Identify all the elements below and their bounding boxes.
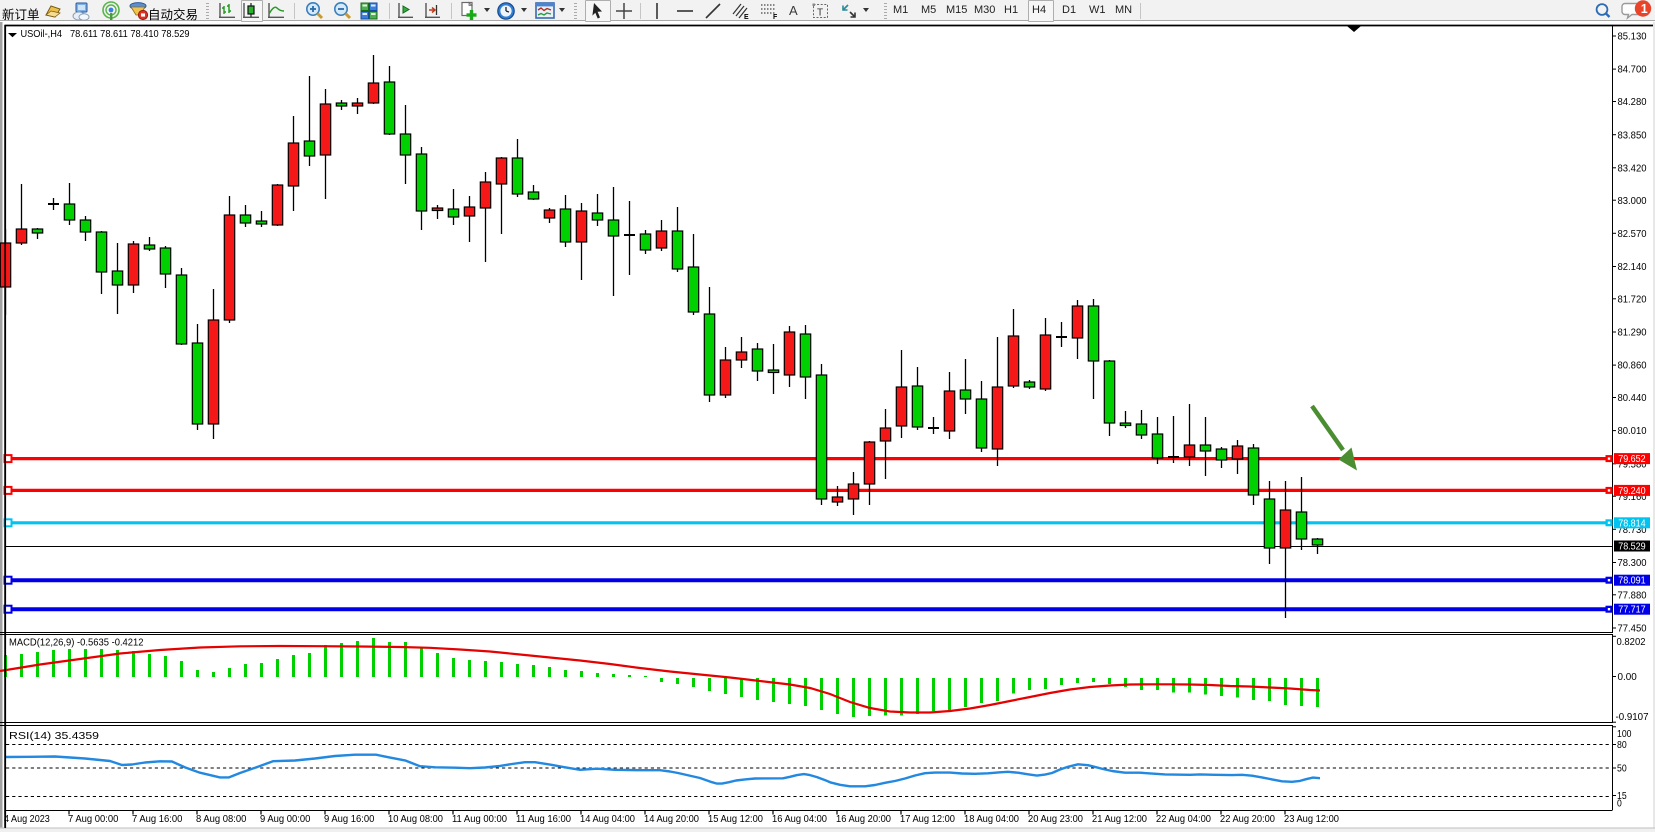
svg-text:F: F: [773, 14, 778, 20]
svg-text:80.440: 80.440: [1618, 392, 1647, 404]
svg-text:84.280: 84.280: [1618, 96, 1647, 108]
svg-text:77.717: 77.717: [1618, 605, 1646, 616]
svg-text:78.529: 78.529: [1618, 542, 1646, 553]
svg-text:9 Aug 16:00: 9 Aug 16:00: [324, 813, 375, 825]
svg-text:0.8202: 0.8202: [1617, 636, 1646, 648]
svg-text:81.720: 81.720: [1618, 293, 1647, 305]
svg-text:80.010: 80.010: [1618, 425, 1647, 437]
svg-text:78.091: 78.091: [1618, 576, 1646, 587]
svg-text:20 Aug 23:00: 20 Aug 23:00: [1028, 813, 1083, 825]
svg-text:16 Aug 20:00: 16 Aug 20:00: [836, 813, 891, 825]
svg-text:15: 15: [1617, 790, 1627, 802]
svg-text:14 Aug 20:00: 14 Aug 20:00: [644, 813, 699, 825]
svg-text:22 Aug 20:00: 22 Aug 20:00: [1220, 813, 1275, 825]
svg-text:RSI(14) 35.4359: RSI(14) 35.4359: [9, 730, 99, 742]
svg-text:-0.9107: -0.9107: [1616, 711, 1649, 723]
svg-text:T: T: [817, 8, 823, 19]
svg-text:82.570: 82.570: [1618, 228, 1647, 240]
svg-text:100: 100: [1617, 728, 1632, 740]
svg-text:E: E: [744, 14, 749, 20]
svg-text:11 Aug 16:00: 11 Aug 16:00: [516, 813, 571, 825]
svg-text:80: 80: [1617, 739, 1627, 751]
svg-text:9 Aug 00:00: 9 Aug 00:00: [260, 813, 311, 825]
svg-text:18 Aug 04:00: 18 Aug 04:00: [964, 813, 1019, 825]
svg-text:81.290: 81.290: [1618, 327, 1647, 339]
svg-text:77.880: 77.880: [1618, 589, 1647, 601]
svg-text:85.130: 85.130: [1618, 31, 1647, 43]
svg-text:15 Aug 12:00: 15 Aug 12:00: [708, 813, 763, 825]
svg-text:84.700: 84.700: [1618, 64, 1647, 76]
svg-text:14 Aug 04:00: 14 Aug 04:00: [580, 813, 635, 825]
svg-text:1: 1: [1641, 2, 1648, 16]
svg-text:11 Aug 00:00: 11 Aug 00:00: [452, 813, 507, 825]
svg-text:MACD(12,26,9) -0.5635 -0.4212: MACD(12,26,9) -0.5635 -0.4212: [9, 637, 144, 649]
svg-text:50: 50: [1617, 763, 1627, 775]
svg-text:83.850: 83.850: [1618, 129, 1647, 141]
svg-text:77.450: 77.450: [1618, 623, 1647, 635]
svg-text:22 Aug 04:00: 22 Aug 04:00: [1156, 813, 1211, 825]
svg-text:0.00: 0.00: [1618, 671, 1637, 683]
svg-text:4 Aug 2023: 4 Aug 2023: [4, 813, 50, 825]
svg-text:78.814: 78.814: [1618, 518, 1646, 529]
svg-text:23 Aug 12:00: 23 Aug 12:00: [1284, 813, 1339, 825]
svg-text:83.000: 83.000: [1618, 195, 1647, 207]
svg-text:10 Aug 08:00: 10 Aug 08:00: [388, 813, 443, 825]
svg-text:78.611 78.611 78.410 78.529: 78.611 78.611 78.410 78.529: [70, 28, 190, 40]
svg-text:8 Aug 08:00: 8 Aug 08:00: [196, 813, 247, 825]
svg-text:79.652: 79.652: [1618, 454, 1646, 465]
svg-text:USOil-,H4: USOil-,H4: [21, 28, 63, 40]
svg-text:0: 0: [1617, 798, 1622, 810]
svg-text:82.140: 82.140: [1618, 261, 1647, 273]
svg-text:21 Aug 12:00: 21 Aug 12:00: [1092, 813, 1147, 825]
svg-text:78.300: 78.300: [1618, 557, 1647, 569]
svg-text:16 Aug 04:00: 16 Aug 04:00: [772, 813, 827, 825]
svg-text:80.860: 80.860: [1618, 360, 1647, 372]
svg-text:83.420: 83.420: [1618, 162, 1647, 174]
svg-text:7 Aug 16:00: 7 Aug 16:00: [132, 813, 183, 825]
svg-text:17 Aug 12:00: 17 Aug 12:00: [900, 813, 955, 825]
svg-text:79.240: 79.240: [1618, 486, 1646, 497]
svg-text:7 Aug 00:00: 7 Aug 00:00: [68, 813, 119, 825]
